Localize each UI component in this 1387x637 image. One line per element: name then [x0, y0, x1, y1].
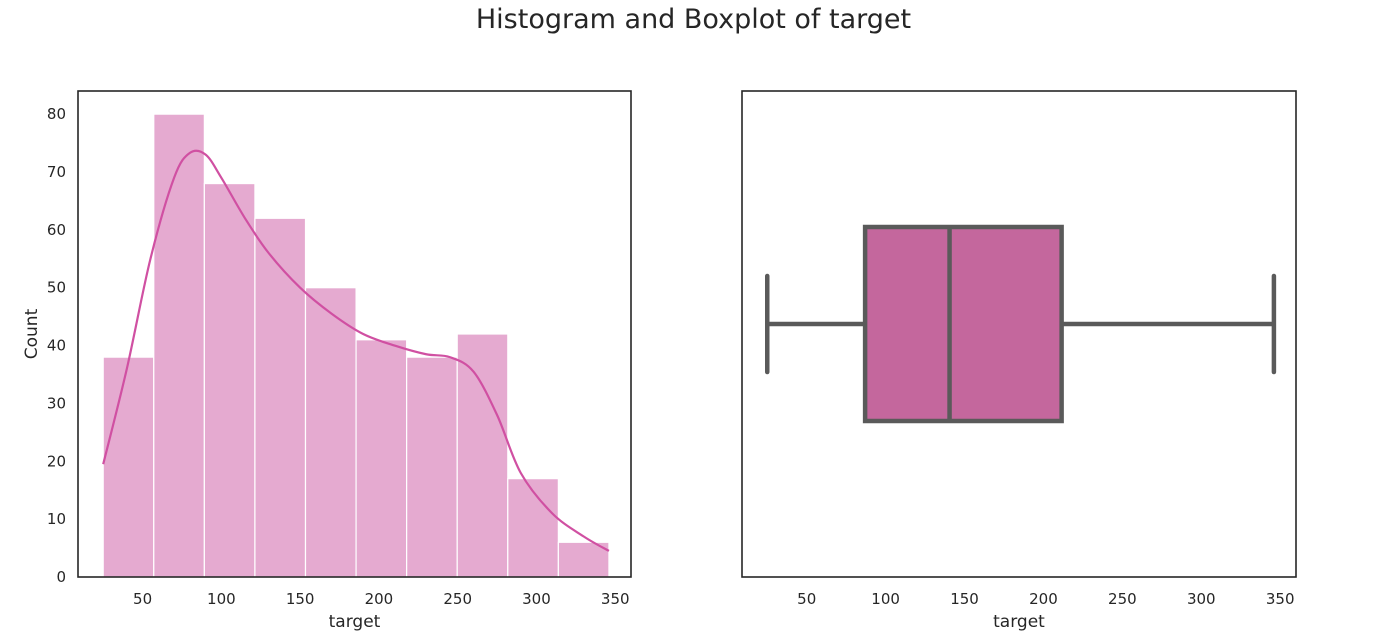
x-tick-label: 100	[207, 590, 236, 608]
histogram-y-ticks: 0 10 20 30 40 50 60 70 80	[47, 105, 66, 586]
histogram-y-axis-label: Count	[22, 308, 42, 359]
y-tick-label: 0	[56, 568, 66, 586]
histogram-bar	[153, 113, 205, 578]
boxplot-x-axis-label: target	[993, 612, 1045, 632]
x-tick-label: 300	[1187, 590, 1216, 608]
histogram-bar	[507, 478, 559, 578]
y-tick-label: 60	[47, 221, 66, 239]
y-tick-label: 80	[47, 105, 66, 123]
x-tick-label: 100	[871, 590, 900, 608]
interquartile-box	[862, 224, 1064, 424]
boxplot-frame	[741, 90, 1297, 578]
boxplot-x-ticks: 50 100 150 200 250 300 350	[797, 590, 1294, 608]
x-tick-label: 300	[522, 590, 551, 608]
histogram-bar	[355, 339, 408, 578]
histogram-bar	[203, 182, 256, 578]
histogram-bar	[304, 287, 357, 578]
histogram-bar	[102, 356, 155, 578]
histogram-bars	[102, 113, 610, 578]
histogram-x-axis-label: target	[329, 612, 381, 632]
y-tick-label: 40	[47, 337, 66, 355]
x-tick-label: 350	[1266, 590, 1295, 608]
histogram-chart: 50 100 150 200 250 300 350 0 10 20 30 40 50 60 70 80 t…	[22, 90, 632, 632]
histogram-bar	[456, 333, 509, 578]
x-tick-label: 150	[286, 590, 315, 608]
x-tick-label: 350	[601, 590, 630, 608]
x-tick-label: 250	[443, 590, 472, 608]
y-tick-label: 20	[47, 452, 66, 470]
x-tick-label: 250	[1108, 590, 1137, 608]
histogram-bar	[557, 541, 610, 578]
boxplot-chart: 50 100 150 200 250 300 350 target	[741, 90, 1297, 632]
histogram-bar	[406, 356, 458, 578]
boxplot-marks	[765, 224, 1277, 424]
histogram-x-ticks: 50 100 150 200 250 300 350	[133, 590, 630, 608]
kde-curve	[102, 149, 610, 552]
y-tick-label: 30	[47, 394, 66, 412]
x-tick-label: 50	[133, 590, 152, 608]
histogram-frame	[77, 90, 632, 578]
x-tick-label: 50	[797, 590, 816, 608]
figure-title: Histogram and Boxplot of target	[475, 4, 912, 35]
y-tick-label: 10	[47, 510, 66, 528]
y-tick-label: 50	[47, 279, 66, 297]
y-tick-label: 70	[47, 163, 66, 181]
x-tick-label: 200	[365, 590, 394, 608]
x-tick-label: 200	[1029, 590, 1058, 608]
x-tick-label: 150	[950, 590, 979, 608]
histogram-bar	[254, 217, 307, 578]
